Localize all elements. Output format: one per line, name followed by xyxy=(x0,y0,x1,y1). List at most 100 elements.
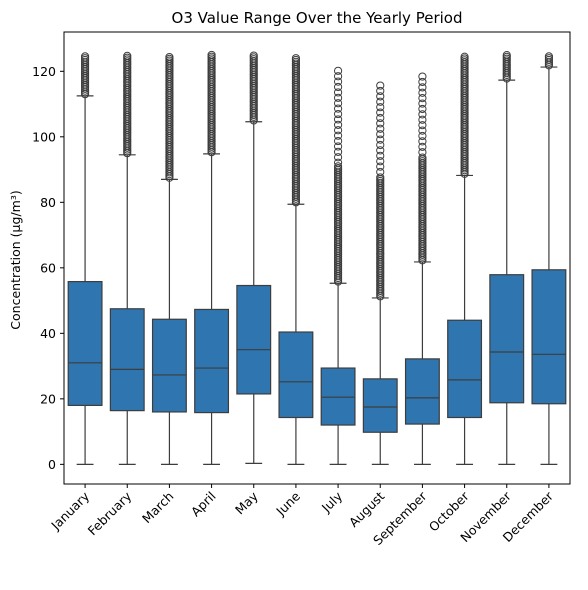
outlier-point xyxy=(418,142,427,151)
outlier-point xyxy=(376,162,385,171)
outlier-point xyxy=(376,113,385,123)
outlier-group xyxy=(376,81,385,301)
outlier-point xyxy=(249,51,258,60)
iqr-box xyxy=(236,284,272,395)
box-july xyxy=(320,66,356,465)
outlier-point xyxy=(418,72,427,81)
box-february xyxy=(109,51,145,465)
iqr-box xyxy=(447,319,483,419)
box-march xyxy=(151,52,187,465)
outlier-point xyxy=(376,151,385,160)
outlier-point xyxy=(333,126,343,135)
outlier-point xyxy=(460,52,469,61)
outlier-group xyxy=(249,51,258,125)
box-january xyxy=(67,52,103,465)
outlier-point xyxy=(165,52,174,62)
outlier-group xyxy=(80,52,90,99)
y-tick-label: 40 xyxy=(40,326,56,341)
x-tick-label: August xyxy=(346,488,388,530)
outlier-group xyxy=(123,51,132,158)
outlier-point xyxy=(418,121,427,130)
y-tick-label: 80 xyxy=(40,195,56,210)
outlier-point xyxy=(376,86,385,96)
outlier-point xyxy=(376,167,385,177)
y-tick-label: 60 xyxy=(40,260,56,275)
outlier-point xyxy=(333,131,343,140)
box-november xyxy=(489,50,525,465)
outlier-group xyxy=(502,50,511,83)
iqr-box xyxy=(194,308,230,414)
y-tick-label: 120 xyxy=(32,64,56,79)
outlier-point xyxy=(376,157,385,166)
outlier-point xyxy=(502,50,511,60)
iqr-box xyxy=(151,318,187,413)
outlier-point xyxy=(376,81,385,90)
outlier-group xyxy=(207,50,216,157)
outlier-point xyxy=(333,162,343,171)
outlier-point xyxy=(333,99,343,108)
outlier-point xyxy=(418,137,427,146)
outlier-point xyxy=(418,83,427,92)
outlier-group xyxy=(291,54,301,207)
outlier-point xyxy=(333,153,343,162)
outlier-point xyxy=(333,72,343,81)
x-tick-label: April xyxy=(188,489,219,520)
x-tick-label: May xyxy=(232,488,261,517)
outlier-group xyxy=(460,52,469,178)
box-october xyxy=(447,52,483,465)
x-tick-label: June xyxy=(272,488,303,519)
outlier-point xyxy=(376,146,385,155)
outlier-point xyxy=(333,93,343,102)
outlier-point xyxy=(333,66,343,75)
box-may xyxy=(236,51,272,464)
outlier-point xyxy=(418,77,427,87)
outlier-point xyxy=(418,126,427,135)
outlier-point xyxy=(418,110,427,119)
iqr-box xyxy=(489,274,525,404)
chart-title: O3 Value Range Over the Yearly Period xyxy=(172,9,463,27)
outlier-point xyxy=(418,153,427,162)
iqr-box xyxy=(109,308,145,412)
iqr-box xyxy=(531,269,567,405)
iqr-box xyxy=(404,358,440,425)
outlier-point xyxy=(376,108,385,117)
outlier-point xyxy=(544,52,554,61)
outlier-point xyxy=(333,142,343,151)
y-tick-label: 20 xyxy=(40,391,56,406)
outlier-point xyxy=(376,92,385,101)
outlier-point xyxy=(376,130,385,139)
plot-frame xyxy=(63,31,571,485)
outlier-point xyxy=(376,124,385,133)
box-december xyxy=(531,52,567,465)
x-tick-label: July xyxy=(318,488,346,516)
outlier-point xyxy=(418,131,427,141)
outlier-point xyxy=(333,136,343,146)
iqr-box xyxy=(320,367,356,426)
outlier-point xyxy=(207,50,216,60)
outlier-group xyxy=(165,52,174,182)
box-september xyxy=(404,72,440,465)
outlier-point xyxy=(376,103,385,112)
y-tick-label: 0 xyxy=(48,457,56,472)
outlier-point xyxy=(333,158,343,167)
outlier-point xyxy=(80,52,90,61)
outlier-point xyxy=(418,115,427,124)
outlier-point xyxy=(333,88,343,97)
outlier-point xyxy=(376,173,385,182)
box-april xyxy=(194,50,230,465)
outlier-point xyxy=(333,82,343,92)
iqr-box xyxy=(362,378,398,433)
outlier-point xyxy=(333,109,343,119)
x-tick-label: March xyxy=(139,489,177,527)
outlier-point xyxy=(376,97,385,106)
y-axis: 0 20 40 60 80 100 120 xyxy=(32,64,64,472)
outlier-point xyxy=(376,135,385,144)
outlier-point xyxy=(123,51,132,61)
outlier-point xyxy=(418,148,427,157)
iqr-box xyxy=(278,331,314,419)
outlier-group xyxy=(333,66,343,286)
outlier-point xyxy=(333,120,343,129)
outlier-point xyxy=(333,77,343,86)
